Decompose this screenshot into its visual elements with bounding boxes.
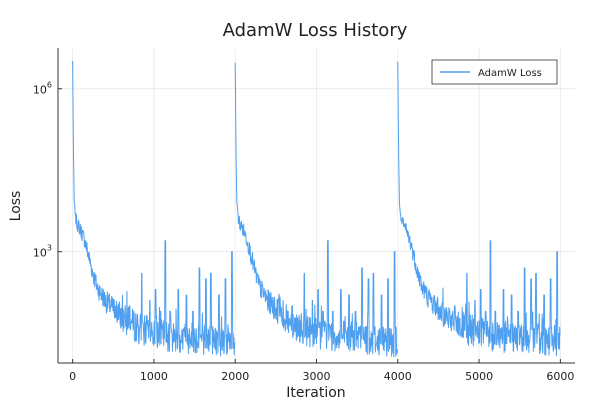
y-tick-label: 106 [33,81,52,97]
x-tick-label: 0 [69,370,76,383]
x-tick-label: 6000 [546,370,574,383]
loss-series-line-cycle-1 [72,61,236,357]
loss-series-line-cycle-3 [397,61,561,357]
y-axis-label: Loss [8,191,24,222]
y-tick-label: 103 [33,244,52,260]
x-tick-label: 5000 [465,370,493,383]
ticks: 0 1000 2000 3000 4000 5000 6000 103 106 [33,81,574,383]
series-layer [72,61,561,358]
x-tick-label: 3000 [303,370,331,383]
chart-title: AdamW Loss History [223,20,408,41]
legend-label: AdamW Loss [478,68,542,79]
x-tick-label: 2000 [221,370,249,383]
x-tick-label: 4000 [384,370,412,383]
loss-series-line-cycle-2 [234,62,398,358]
legend: AdamW Loss [431,59,558,85]
x-tick-label: 1000 [140,370,168,383]
x-axis-label: Iteration [286,385,345,401]
